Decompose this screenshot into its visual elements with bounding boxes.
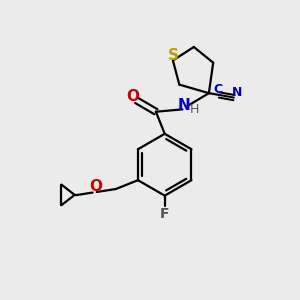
Text: O: O [126,88,139,104]
Text: N: N [178,98,191,113]
Text: F: F [160,207,169,221]
Text: N: N [232,86,243,99]
Text: C: C [213,83,222,96]
Text: H: H [190,103,200,116]
Text: S: S [167,48,178,63]
Text: O: O [90,179,103,194]
